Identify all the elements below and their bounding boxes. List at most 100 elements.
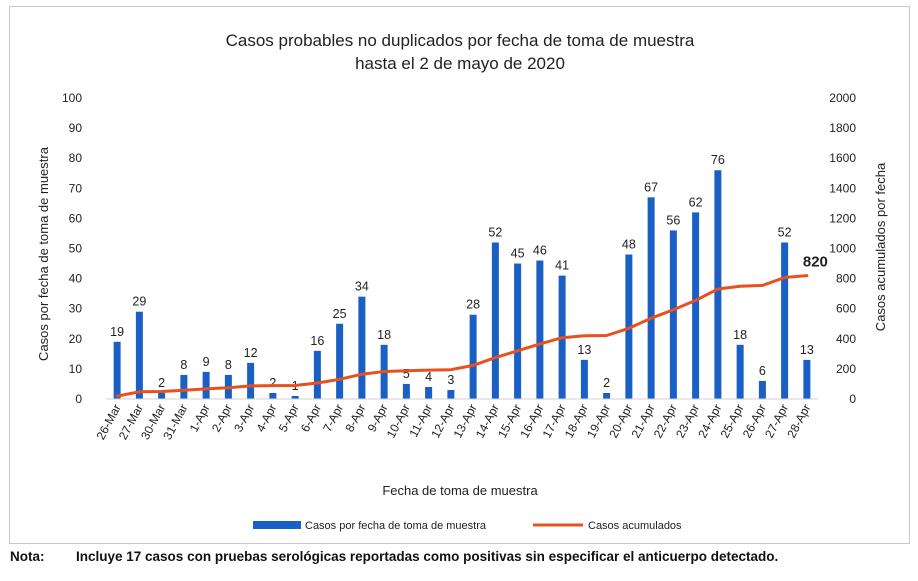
bar-data-label: 6 (759, 364, 766, 378)
left-tick-label: 70 (69, 181, 83, 195)
bar-data-label: 2 (158, 376, 165, 390)
bar-data-label: 8 (225, 358, 232, 372)
bar (491, 242, 499, 399)
bar (469, 314, 477, 399)
legend-line-label: Casos acumulados (588, 520, 682, 532)
footnote: Nota: Incluye 17 casos con pruebas seroló… (10, 549, 908, 564)
bar-data-label: 12 (244, 346, 258, 360)
chart-title-line-2: hasta el 2 de mayo de 2020 (355, 54, 565, 73)
bar (669, 230, 677, 399)
bar-data-label: 18 (377, 328, 391, 342)
bar (647, 197, 655, 399)
x-tick-label: 2-Apr (209, 402, 235, 434)
left-tick-label: 20 (69, 332, 83, 346)
bar (291, 395, 299, 399)
bar-data-label: 2 (269, 376, 276, 390)
cumulative-end-label: 820 (803, 254, 828, 271)
bar-data-label: 2 (603, 376, 610, 390)
bar (692, 212, 700, 399)
bar (202, 371, 210, 399)
left-tick-label: 40 (69, 272, 83, 286)
bar-data-label: 3 (447, 373, 454, 387)
bar (135, 311, 143, 399)
bar-data-label: 67 (644, 180, 658, 194)
left-tick-label: 50 (69, 242, 83, 256)
bar (113, 341, 121, 399)
bar-data-label: 18 (733, 328, 747, 342)
x-tick-label: 5-Apr (276, 402, 302, 434)
bar-data-label: 13 (577, 343, 591, 357)
bar-data-label: 5 (403, 367, 410, 381)
bar-data-label: 13 (800, 343, 814, 357)
bar (180, 374, 188, 399)
bar (269, 392, 277, 399)
bar (536, 260, 544, 399)
bar-data-label: 48 (622, 238, 636, 252)
cumulative-line (115, 274, 809, 398)
x-tick-label: 8-Apr (342, 402, 368, 434)
bar-data-label: 8 (180, 358, 187, 372)
right-axis-label: Casos acumulados por fecha (873, 162, 888, 331)
bar-data-label: 62 (689, 195, 703, 209)
bar (313, 350, 321, 399)
right-tick-label: 800 (836, 272, 856, 286)
chart-frame: Casos probables no duplicados por fecha … (9, 6, 910, 544)
right-tick-label: 1800 (829, 121, 856, 135)
left-tick-label: 60 (69, 211, 83, 225)
right-tick-label: 1000 (829, 242, 856, 256)
bar (425, 386, 433, 399)
bar-data-label: 34 (355, 280, 369, 294)
bar (580, 359, 588, 399)
left-tick-label: 10 (69, 362, 83, 376)
right-tick-label: 600 (836, 302, 856, 316)
bar-data-label: 9 (203, 355, 210, 369)
bar (158, 392, 166, 399)
left-axis-ticks: 0 10 20 30 40 50 60 70 80 90 100 (62, 91, 82, 406)
left-tick-label: 30 (69, 302, 83, 316)
bar (514, 263, 522, 399)
left-tick-label: 80 (69, 151, 83, 165)
bar (247, 362, 255, 399)
chart-title-line-1: Casos probables no duplicados por fecha … (226, 31, 695, 50)
bar-data-label: 28 (466, 298, 480, 312)
x-axis-ticks: 26-Mar27-Mar30-Mar31-Mar1-Apr2-Apr3-Apr4… (94, 398, 818, 442)
bar (736, 344, 744, 399)
right-tick-label: 2000 (829, 91, 856, 105)
bar (402, 383, 410, 399)
footnote-label: Nota: (10, 549, 45, 564)
bar (447, 389, 455, 399)
bar (358, 296, 366, 399)
left-tick-label: 0 (75, 392, 82, 406)
right-tick-label: 400 (836, 332, 856, 346)
bar-data-label: 52 (488, 225, 502, 239)
bar-data-label: 29 (132, 295, 146, 309)
footnote-text: Incluye 17 casos con pruebas serológicas… (76, 549, 779, 564)
bar-data-label: 19 (110, 325, 124, 339)
right-tick-label: 0 (849, 392, 856, 406)
left-tick-label: 90 (69, 121, 83, 135)
bar-series (113, 170, 811, 399)
x-tick-label: 4-Apr (253, 402, 279, 434)
x-tick-label: 1-Apr (187, 402, 213, 434)
bar (803, 359, 811, 399)
right-axis-ticks: 0 200 400 600 800 1000 1200 1400 1600 1800 2000 (829, 91, 856, 406)
x-axis-label: Fecha de toma de muestra (382, 483, 538, 498)
left-tick-label: 100 (62, 91, 82, 105)
bar (714, 170, 722, 399)
bar-data-label: 41 (555, 259, 569, 273)
x-tick-label: 6-Apr (298, 402, 324, 434)
bar-data-label: 52 (778, 225, 792, 239)
bar-data-label: 4 (425, 370, 432, 384)
x-tick-label: 7-Apr (320, 402, 346, 434)
right-tick-label: 200 (836, 362, 856, 376)
bar-data-label: 45 (511, 247, 525, 261)
bar (336, 323, 344, 399)
bar-data-label: 16 (310, 334, 324, 348)
legend-bar-label: Casos por fecha de toma de muestra (305, 520, 487, 532)
legend-bar-swatch (253, 521, 301, 529)
line-series: 820 (115, 254, 828, 398)
bar (603, 392, 611, 399)
x-tick-label: 3-Apr (231, 402, 257, 434)
bar-data-label: 56 (666, 213, 680, 227)
